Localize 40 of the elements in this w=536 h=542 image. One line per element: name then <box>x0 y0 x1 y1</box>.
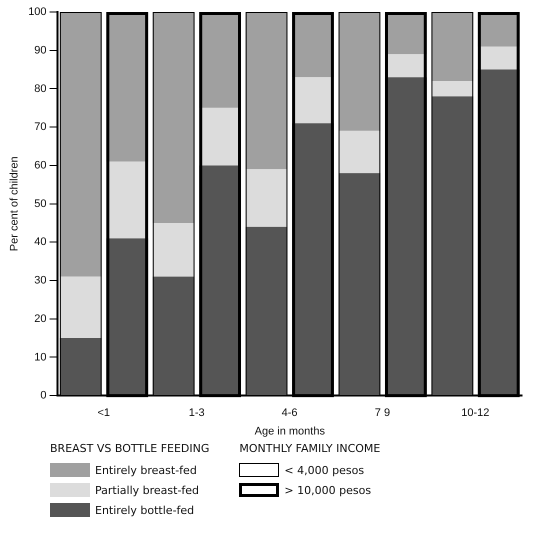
text: MONTHLY FAMILY INCOME <box>239 442 380 455</box>
x-tick-label: <1 <box>98 407 110 420</box>
y-tick-label: 0 <box>40 390 47 402</box>
x-axis-title: Age in months <box>254 425 326 438</box>
legend-label: Entirely breast-fed <box>95 464 197 476</box>
x-tick-label: 10-12 <box>461 407 490 420</box>
bar <box>152 12 195 223</box>
y-tick-label: 10 <box>34 351 47 364</box>
y-tick-label: 60 <box>34 159 47 172</box>
bar <box>246 226 288 396</box>
bar <box>431 12 474 82</box>
bar <box>338 130 380 174</box>
bar <box>60 276 102 338</box>
legend-label: Entirely bottle-fed <box>95 504 194 516</box>
y-tick-label: 80 <box>34 82 47 95</box>
y-axis-title: Per cent of children <box>8 156 21 252</box>
x-tick-label: 7 9 <box>374 407 390 420</box>
bar <box>60 338 102 396</box>
bar <box>246 12 288 170</box>
y-tick-label: 40 <box>34 236 47 248</box>
y-tick-label: 20 <box>34 312 47 325</box>
text: > 10,000 pesos <box>284 484 372 496</box>
x-tick-label: 4-6 <box>282 407 298 420</box>
y-tick-label: 50 <box>34 198 47 210</box>
y-tick-label: 90 <box>34 44 47 56</box>
bar <box>338 173 380 396</box>
legend-title: BREAST VS BOTTLE FEEDING <box>50 442 210 455</box>
y-tick-label: 100 <box>28 6 47 18</box>
legend-label: Partially breast-fed <box>95 484 200 496</box>
bar <box>152 276 195 396</box>
bar <box>431 96 474 396</box>
bar <box>431 81 474 96</box>
y-tick-label: 30 <box>34 274 47 287</box>
bar <box>246 169 288 227</box>
bar <box>60 12 102 277</box>
y-tick-label: 70 <box>34 121 47 134</box>
x-tick-label: 1-3 <box>188 407 205 420</box>
bar <box>152 222 195 277</box>
bar <box>338 12 380 131</box>
text: < 4,000 pesos <box>284 464 364 476</box>
